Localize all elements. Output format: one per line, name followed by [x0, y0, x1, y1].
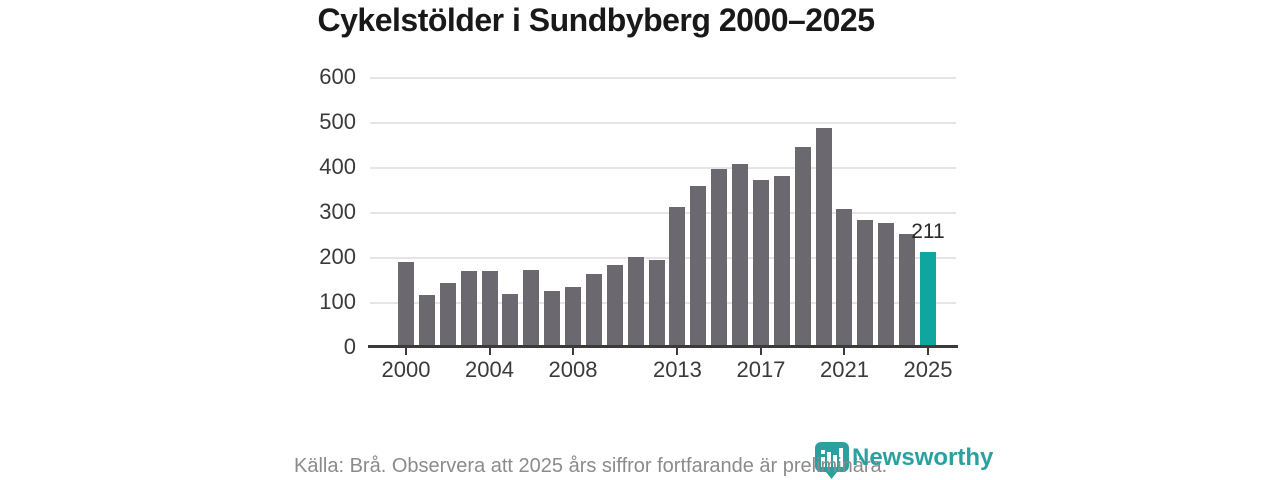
x-tick-2004: [488, 348, 491, 355]
gridline-600: [370, 77, 956, 79]
bar-2007: [544, 291, 561, 347]
x-tick-label-2000: 2000: [381, 357, 431, 382]
y-tick-label-500: 500: [319, 109, 356, 134]
x-tick-label-2025: 2025: [903, 357, 953, 382]
x-tick-2000: [405, 348, 407, 355]
y-tick-label-200: 200: [319, 244, 356, 269]
x-tick-label-2013: 2013: [652, 357, 702, 382]
bar-2001: [418, 295, 435, 347]
y-tick-label-300: 300: [319, 199, 356, 224]
source-note: Källa: Brå. Observera att 2025 års siffr…: [294, 455, 888, 477]
gridline-300: [370, 212, 956, 214]
bar-2003: [460, 271, 477, 347]
chart-title: Cykelstölder i Sundbyberg 2000–2025: [317, 2, 875, 38]
bar-2015: [711, 169, 728, 347]
y-axis: 0 100 200 300 400 500 600: [280, 64, 356, 367]
bar-2017: [752, 180, 769, 347]
plot-area: 211: [370, 77, 956, 347]
gridline-500: [370, 122, 956, 124]
bar-2025: [919, 252, 936, 347]
bar-2022: [857, 220, 874, 347]
x-axis-line: [368, 345, 958, 348]
bar-2008: [565, 287, 581, 347]
bar-2011: [627, 257, 644, 347]
gridline-400: [370, 167, 956, 169]
bar-2019: [794, 147, 811, 347]
bars-row: [398, 77, 936, 347]
x-tick-2017: [759, 348, 762, 355]
bar-2016: [732, 164, 748, 347]
x-tick-2013: [676, 348, 679, 355]
bar-2020: [815, 128, 832, 347]
x-tick-label-2021: 2021: [819, 357, 869, 382]
y-tick-label-600: 600: [319, 64, 356, 89]
x-tick-label-2004: 2004: [465, 357, 514, 382]
bar-2000: [398, 262, 414, 347]
bar-2012: [648, 260, 665, 347]
bar-2021: [836, 209, 853, 347]
bar-2006: [523, 270, 540, 347]
x-tick-2008: [572, 348, 575, 355]
bar-2010: [606, 265, 623, 347]
bar-2009: [585, 274, 602, 347]
x-tick-label-2008: 2008: [548, 357, 598, 382]
bar-2018: [773, 176, 790, 347]
highlight-value-label: 211: [911, 220, 945, 244]
x-tick-2021: [843, 348, 846, 355]
bar-2005: [502, 294, 519, 347]
newsworthy-logo[interactable]: Newsworthy: [814, 440, 994, 480]
bar-2004: [481, 271, 498, 347]
bar-2002: [439, 283, 456, 347]
y-tick-label-0: 0: [343, 334, 356, 359]
x-tick-2025: [927, 348, 929, 355]
bar-2024: [899, 234, 915, 347]
newsworthy-logo-icon: [815, 442, 849, 479]
bar-2023: [878, 223, 895, 347]
y-tick-label-100: 100: [319, 289, 356, 314]
gridline-200: [370, 257, 956, 259]
bar-2013: [669, 207, 686, 347]
x-tick-label-2017: 2017: [736, 357, 786, 382]
bar-2014: [690, 186, 707, 347]
newsworthy-logo-text: Newsworthy: [852, 444, 994, 471]
y-tick-label-400: 400: [319, 154, 356, 179]
